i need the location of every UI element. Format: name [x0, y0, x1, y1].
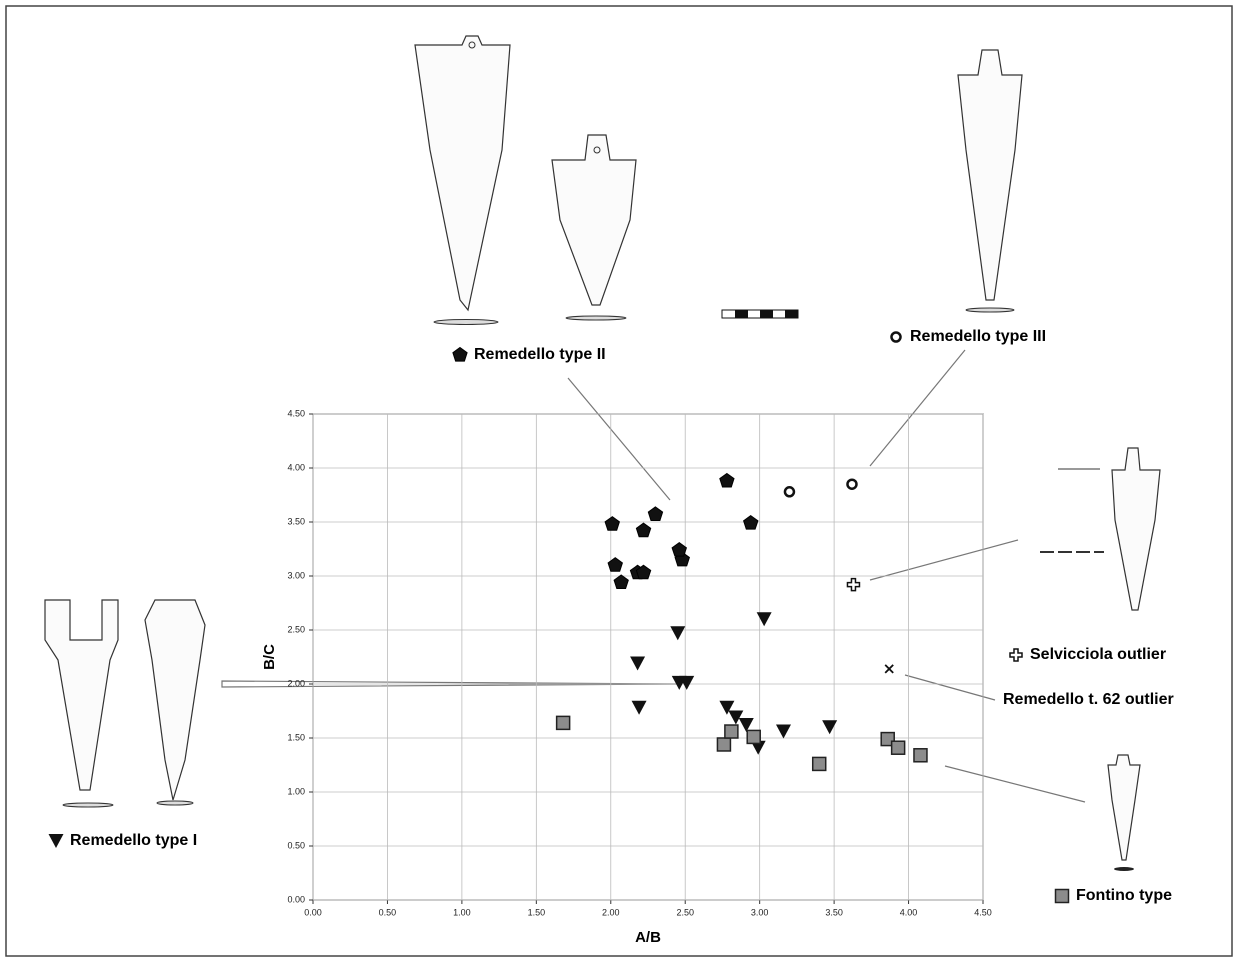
x-tick-label: 2.50 — [676, 907, 694, 917]
marker — [607, 557, 623, 572]
y-tick-label: 2.00 — [287, 678, 305, 688]
legend-marker — [48, 834, 64, 848]
x-tick-label: 0.50 — [379, 907, 397, 917]
illustrations — [44, 35, 1161, 871]
y-tick-label: 4.00 — [287, 462, 305, 472]
frame — [5, 5, 1233, 957]
legend-marker — [1054, 888, 1070, 904]
legend-label: Selvicciola outlier — [1030, 646, 1166, 663]
marker — [884, 664, 894, 674]
x-tick-label: 1.00 — [453, 907, 471, 917]
marker — [631, 700, 647, 715]
y-tick-label: 0.00 — [287, 894, 305, 904]
marker — [635, 522, 652, 538]
marker — [738, 718, 754, 733]
marker — [671, 541, 687, 557]
marker — [846, 478, 858, 490]
marker — [679, 675, 695, 690]
x-tick-label: 3.50 — [825, 907, 843, 917]
marker — [846, 577, 861, 592]
marker — [756, 612, 772, 627]
marker — [719, 700, 735, 715]
legend-label: Remedello type II — [474, 346, 606, 363]
legend-label: Remedello type I — [70, 832, 197, 849]
y-axis-title: B/C — [261, 644, 278, 670]
marker — [890, 740, 906, 755]
x-tick-label: 3.00 — [751, 907, 769, 917]
legend-marker — [1009, 648, 1023, 662]
marker — [913, 748, 928, 763]
marker — [775, 724, 791, 739]
legend-label: Remedello type III — [910, 328, 1046, 345]
marker — [746, 729, 761, 745]
x-tick-label: 4.00 — [900, 907, 918, 917]
plot-area — [312, 413, 984, 901]
marker — [719, 472, 735, 488]
y-tick-label: 1.50 — [287, 732, 305, 742]
marker — [630, 656, 646, 671]
marker — [783, 486, 796, 498]
y-tick-label: 1.00 — [287, 786, 305, 796]
marker — [811, 756, 827, 772]
marker — [743, 514, 759, 530]
marker — [613, 574, 629, 589]
legend-marker — [890, 331, 902, 343]
x-tick-label: 0.00 — [304, 907, 322, 917]
marker — [728, 710, 744, 725]
legend-label: Remedello t. 62 outlier — [1003, 691, 1174, 708]
marker — [604, 516, 620, 531]
x-axis-title: A/B — [635, 929, 661, 946]
marker — [724, 724, 739, 739]
legend-label: Fontino type — [1076, 887, 1172, 904]
y-tick-label: 3.00 — [287, 570, 305, 580]
marker — [822, 720, 838, 735]
marker — [716, 737, 732, 752]
x-tick-label: 1.50 — [528, 907, 546, 917]
legend-marker — [452, 346, 468, 362]
marker — [635, 564, 652, 580]
marker — [670, 626, 686, 641]
callout-lines — [221, 349, 1086, 803]
x-tick-label: 2.00 — [602, 907, 620, 917]
y-tick-label: 0.50 — [287, 840, 305, 850]
y-tick-label: 2.50 — [287, 624, 305, 634]
marker — [555, 715, 571, 731]
y-tick-label: 4.50 — [287, 408, 305, 418]
marker — [647, 506, 664, 521]
x-tick-label: 4.50 — [974, 907, 992, 917]
y-tick-label: 3.50 — [287, 516, 305, 526]
marker — [750, 740, 766, 755]
